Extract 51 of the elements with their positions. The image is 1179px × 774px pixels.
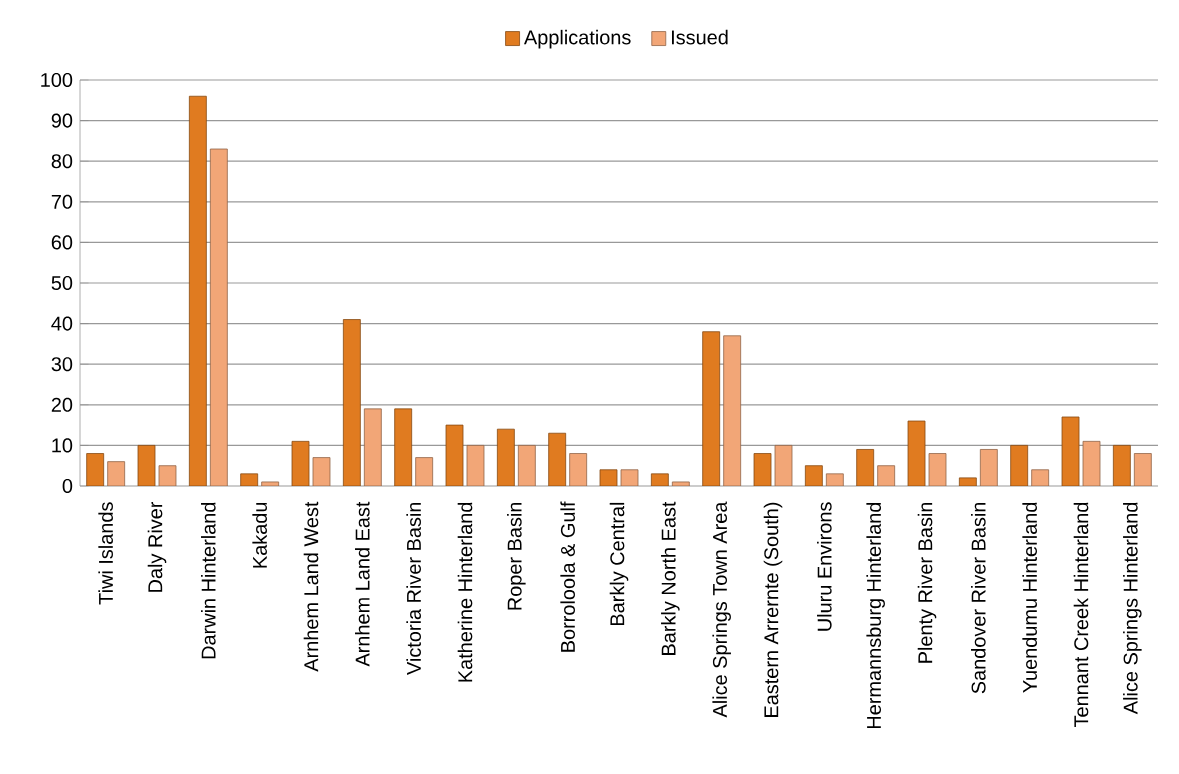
bar: [856, 449, 875, 486]
bar: [569, 453, 588, 486]
y-tick-label: 60: [51, 235, 73, 250]
x-tick-label: Eastern Arrernte (South): [763, 502, 783, 717]
bar: [394, 408, 413, 486]
bar: [979, 449, 998, 486]
x-tick-label: Kakadu: [252, 502, 267, 568]
x-tick-label: Alice Springs Town Area: [712, 501, 731, 718]
x-tick-label: Plenty River Basin: [917, 502, 937, 663]
bar: [363, 408, 382, 486]
y-tick-label: 80: [51, 154, 73, 169]
bar: [1112, 445, 1131, 486]
y-tick-label: 10: [52, 438, 73, 453]
bar: [86, 453, 105, 486]
y-tick-label: 0: [62, 478, 73, 494]
bar: [723, 335, 742, 486]
bar: [517, 445, 536, 486]
x-tick-label: Barkly Central: [609, 502, 629, 626]
x-tick-label: Barkly North East: [661, 501, 680, 655]
x-tick-label: Tennant Creek Hinterland: [1073, 502, 1089, 728]
bar: [342, 319, 361, 486]
x-tick-label: Alice Springs Hinterland: [1123, 502, 1142, 715]
y-tick-label: 50: [51, 275, 73, 291]
y-tick-label: 20: [51, 397, 73, 412]
x-tick-label: Hermannsburg Hinterland: [866, 502, 885, 729]
y-tick-label: 90: [51, 113, 73, 128]
bar: [188, 95, 207, 486]
bar: [496, 428, 515, 486]
bar: [1010, 445, 1029, 486]
y-tick-label: 40: [51, 316, 73, 331]
x-tick-label: Tiwi Islands: [98, 502, 113, 605]
bar: [209, 148, 228, 486]
x-tick-label: Katherine Hinterland: [457, 502, 473, 682]
x-tick-label: Yuendumu Hinterland: [1022, 502, 1037, 693]
bar: [1133, 453, 1152, 486]
x-tick-label: Uluru Environs: [817, 502, 832, 631]
y-tick-label: 70: [51, 194, 73, 209]
x-tick-label: Borroloola & Gulf: [560, 501, 575, 652]
bar: [702, 331, 721, 486]
x-tick-label: Roper Basin: [507, 502, 526, 610]
legend-label: Issued: [671, 29, 728, 45]
legend-label: Applications: [523, 29, 631, 49]
x-tick-label: Arnhem Land West: [303, 501, 319, 672]
x-tick-label: Sandover River Basin: [971, 502, 986, 694]
x-tick-label: Daly River: [147, 501, 167, 592]
x-tick-label: Darwin Hinterland: [201, 502, 216, 659]
x-tick-label: Victoria River Basin: [406, 502, 421, 675]
y-tick-label: 30: [51, 357, 73, 372]
x-tick-label: Arnhem Land East: [355, 501, 370, 667]
y-tick-label: 100: [41, 72, 73, 88]
bar: [548, 432, 567, 486]
